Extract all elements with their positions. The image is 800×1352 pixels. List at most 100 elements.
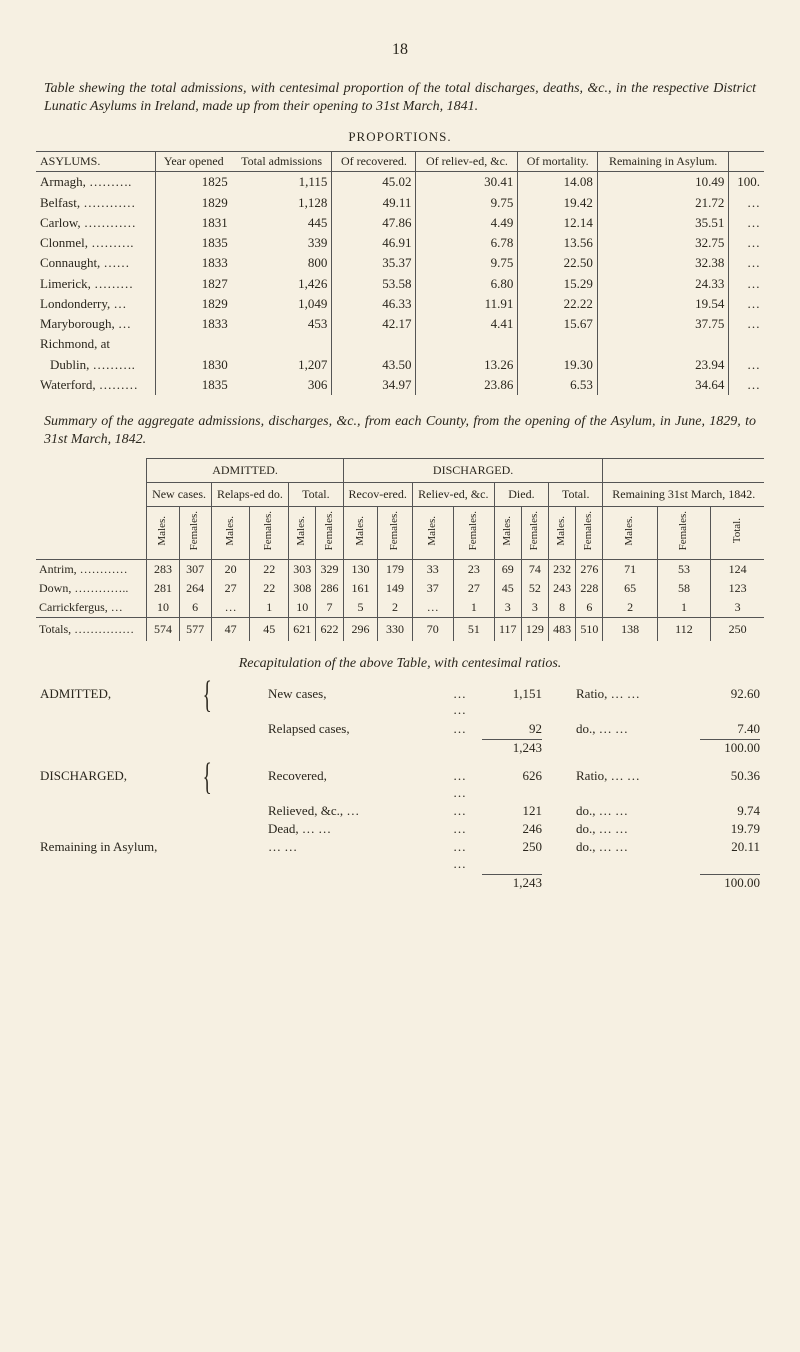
- row-value: 1: [657, 598, 710, 618]
- row-value: 19.42: [518, 193, 597, 213]
- row-value: 130: [343, 560, 378, 580]
- row-value: 276: [576, 560, 603, 580]
- row-value: 53: [657, 560, 710, 580]
- recap-cell: [194, 838, 264, 873]
- row-value: 27: [453, 579, 494, 598]
- row-value: 1830: [155, 355, 232, 375]
- recap-cell: … …: [442, 838, 478, 873]
- table-row: Maryborough, …183345342.174.4115.6737.75…: [36, 314, 764, 334]
- row-value: …: [729, 233, 764, 253]
- row-value: 264: [179, 579, 211, 598]
- row-value: 574: [147, 618, 179, 642]
- row-value: 19.30: [518, 355, 597, 375]
- recap-cell: [194, 820, 264, 838]
- row-value: 10: [147, 598, 179, 618]
- table2-title: Summary of the aggregate admissions, dis…: [44, 413, 756, 448]
- row-value: 1825: [155, 172, 232, 193]
- sub-header: Total.: [711, 507, 764, 560]
- row-value: 445: [232, 213, 332, 233]
- row-value: 123: [711, 579, 764, 598]
- recap-cell: New cases,: [264, 683, 442, 720]
- sub-header: Males.: [494, 507, 521, 560]
- row-name: Londonderry, …: [36, 294, 155, 314]
- row-value: 6: [576, 598, 603, 618]
- row-value: 1833: [155, 253, 232, 273]
- table-row: Richmond, at: [36, 334, 764, 354]
- recap-cell: 246: [478, 820, 546, 838]
- sub-header: Males.: [147, 507, 179, 560]
- recap-cell: 1,243: [478, 738, 546, 757]
- recap-cell: … …: [264, 838, 442, 873]
- recap-cell: Ratio, … …: [546, 765, 660, 802]
- row-value: 6.80: [416, 274, 518, 294]
- row-value: 9.75: [416, 193, 518, 213]
- row-value: 22.22: [518, 294, 597, 314]
- row-value: …: [729, 375, 764, 395]
- row-value: 22.50: [518, 253, 597, 273]
- recap-cell: 1,243: [478, 873, 546, 892]
- table-row: Limerick, ………18271,42653.586.8015.2924.3…: [36, 274, 764, 294]
- row-value: …: [729, 213, 764, 233]
- row-value: 23: [453, 560, 494, 580]
- row-value: …: [729, 274, 764, 294]
- row-value: 149: [378, 579, 413, 598]
- recap-cell: [546, 738, 660, 757]
- row-value: 13.56: [518, 233, 597, 253]
- row-value: 32.75: [597, 233, 729, 253]
- row-value: 65: [603, 579, 657, 598]
- row-value: 1,207: [232, 355, 332, 375]
- row-value: 47.86: [332, 213, 416, 233]
- row-value: 1833: [155, 314, 232, 334]
- recap-cell: do., … …: [546, 820, 660, 838]
- row-value: 45.02: [332, 172, 416, 193]
- row-value: 53.58: [332, 274, 416, 294]
- row-name: Totals, ……………: [36, 618, 147, 642]
- table1-title: Table shewing the total admissions, with…: [44, 80, 756, 115]
- row-value: 69: [494, 560, 521, 580]
- row-value: 4.41: [416, 314, 518, 334]
- row-value: 6.78: [416, 233, 518, 253]
- row-value: 1829: [155, 294, 232, 314]
- row-value: 13.26: [416, 355, 518, 375]
- row-value: 3: [711, 598, 764, 618]
- row-name: Richmond, at: [36, 334, 155, 354]
- row-value: 124: [711, 560, 764, 580]
- table-row: Carlow, …………183144547.864.4912.1435.51…: [36, 213, 764, 233]
- row-value: 286: [316, 579, 343, 598]
- recap-cell: 100.00: [696, 738, 764, 757]
- recap-cell: [194, 873, 264, 892]
- recap-cell: 19.79: [696, 820, 764, 838]
- table-row: Carrickfergus, …106…110752…13386213: [36, 598, 764, 618]
- row-value: 3: [494, 598, 521, 618]
- recap-cell: 92: [478, 720, 546, 738]
- row-value: 138: [603, 618, 657, 642]
- table-row: Belfast, …………18291,12849.119.7519.4221.7…: [36, 193, 764, 213]
- sub-header: Females.: [453, 507, 494, 560]
- row-value: [332, 334, 416, 354]
- row-value: 34.64: [597, 375, 729, 395]
- row-value: 1: [453, 598, 494, 618]
- t1-h3: Of recovered.: [332, 152, 416, 172]
- row-value: 228: [576, 579, 603, 598]
- row-value: 2: [378, 598, 413, 618]
- recap-cell: [194, 802, 264, 820]
- row-value: 1,115: [232, 172, 332, 193]
- row-value: 621: [289, 618, 316, 642]
- row-value: 100.: [729, 172, 764, 193]
- recap-sum-row: 1,243 100.00: [36, 738, 764, 757]
- row-value: 1827: [155, 274, 232, 294]
- heading-admitted: ADMITTED.: [147, 459, 343, 483]
- row-value: 22: [250, 560, 289, 580]
- row-value: 35.51: [597, 213, 729, 233]
- row-value: 71: [603, 560, 657, 580]
- row-value: 308: [289, 579, 316, 598]
- row-name: Connaught, ……: [36, 253, 155, 273]
- row-value: 1: [250, 598, 289, 618]
- row-value: 510: [576, 618, 603, 642]
- row-value: 303: [289, 560, 316, 580]
- recap-cell: …: [442, 720, 478, 738]
- table-row: Antrim, …………2833072022303329130179332369…: [36, 560, 764, 580]
- row-value: 5: [343, 598, 378, 618]
- page-number: 18: [36, 40, 764, 60]
- recap-cell: ADMITTED,: [36, 683, 194, 720]
